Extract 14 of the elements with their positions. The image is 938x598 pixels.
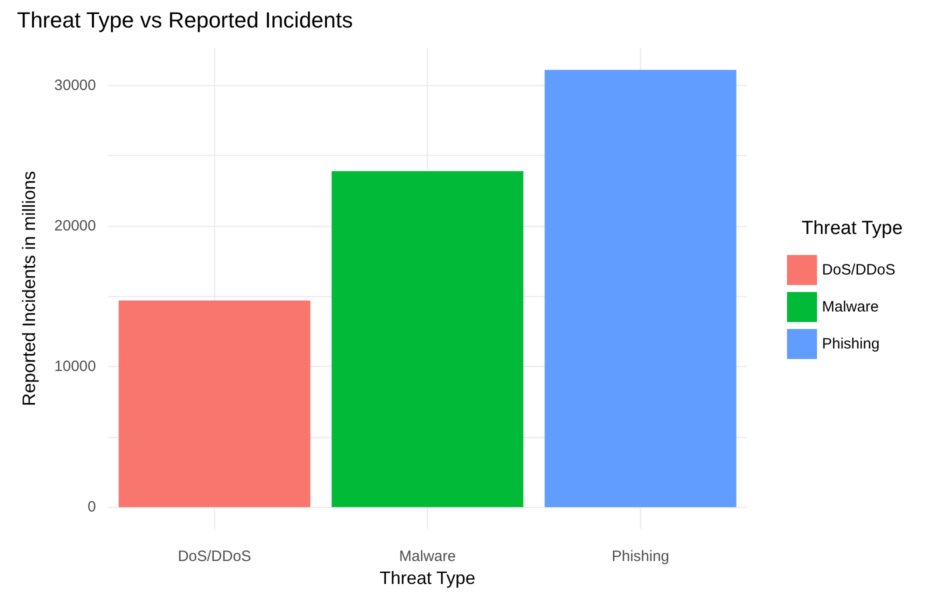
legend-label: Malware xyxy=(822,298,879,316)
y-tick-label: 10000 xyxy=(54,358,96,376)
chart-title: Threat Type vs Reported Incidents xyxy=(17,8,353,32)
legend-title: Threat Type xyxy=(802,218,903,239)
x-tick-label: DoS/DDoS xyxy=(178,548,252,565)
x-tick-label: Phishing xyxy=(612,548,670,565)
y-axis-title: Reported Incidents in millions xyxy=(19,170,39,406)
legend-label: Phishing xyxy=(822,336,880,352)
x-axis-title: Threat Type xyxy=(380,568,476,588)
legend-label: DoS/DDoS xyxy=(822,262,896,278)
y-tick-label: 30000 xyxy=(54,76,96,94)
y-tick-label: 20000 xyxy=(54,217,96,234)
y-tick-label: 0 xyxy=(88,498,96,516)
x-tick-label: Malware xyxy=(399,548,456,565)
